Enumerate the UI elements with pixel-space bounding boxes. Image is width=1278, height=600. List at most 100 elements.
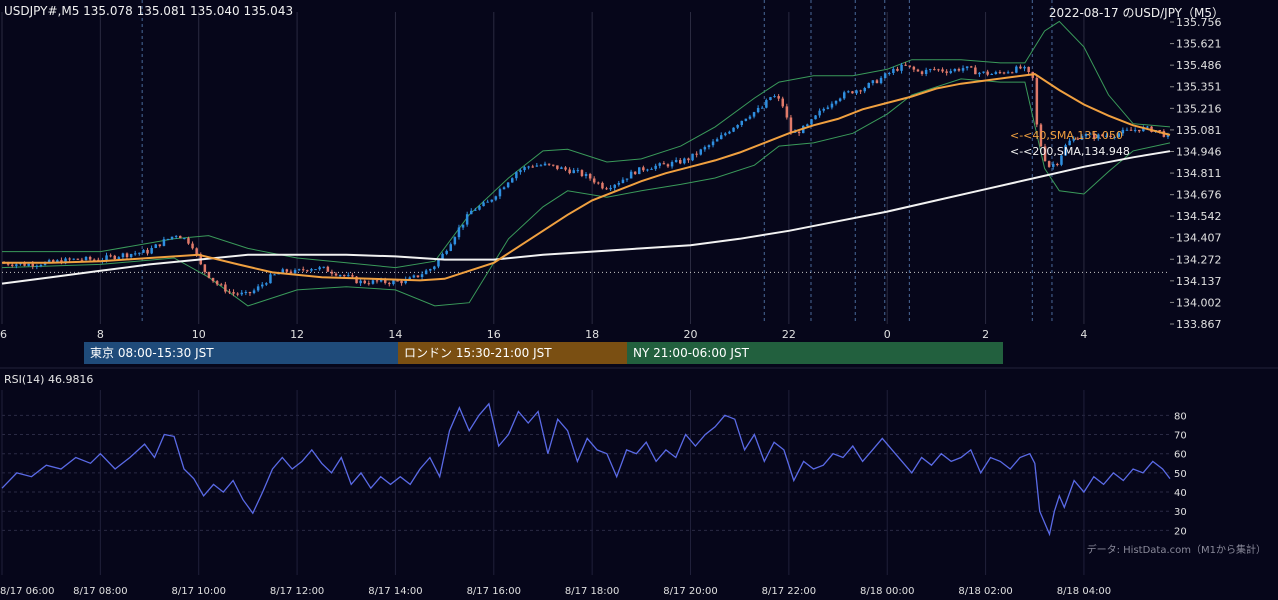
candle-body	[113, 255, 116, 259]
time-tick-label: 8/17 16:00	[467, 586, 521, 597]
candle-body	[834, 100, 838, 104]
candle-body	[732, 127, 735, 132]
candle-body	[392, 280, 395, 285]
candle-body	[523, 167, 526, 171]
candle-body	[552, 164, 555, 166]
candle-body	[322, 266, 325, 268]
candle-body	[433, 266, 436, 270]
candle-body	[412, 275, 416, 278]
time-tick-label: 8/17 06:00	[0, 586, 54, 597]
candle-body	[970, 66, 973, 68]
candle-body	[384, 279, 387, 283]
time-tick-label: 8/17 22:00	[762, 586, 816, 597]
candle-body	[224, 284, 227, 292]
candle-body	[711, 141, 715, 146]
candle-body	[494, 196, 498, 200]
candle-body	[207, 271, 211, 278]
candle-body	[338, 275, 342, 277]
candle-body	[625, 178, 629, 180]
candle-body	[601, 182, 604, 189]
candle-body	[883, 73, 887, 78]
candle-body	[1097, 134, 1100, 139]
candle-body	[515, 172, 518, 179]
time-tick-label: 8/17 18:00	[565, 586, 619, 597]
candle-body	[1080, 136, 1084, 140]
price-axis: 135.756 135.621 135.486 135.351 135.216 135.0…	[1170, 16, 1222, 331]
candle-body	[1138, 129, 1141, 132]
candle-body	[797, 131, 801, 134]
candle-body	[404, 279, 407, 284]
candle-body	[859, 90, 862, 92]
candle-body	[679, 160, 682, 164]
candle-body	[23, 263, 26, 266]
candle-body	[375, 280, 379, 282]
candle-body	[838, 98, 842, 101]
candle-body	[343, 275, 346, 277]
candle-body	[728, 131, 731, 134]
candle-body	[125, 253, 129, 257]
candle-body	[547, 163, 551, 165]
candle-body	[68, 258, 71, 260]
candle-body	[1129, 129, 1133, 131]
candle-body	[998, 72, 1002, 74]
candle-body	[633, 171, 637, 175]
candle-body	[752, 112, 756, 117]
candle-body	[605, 188, 608, 190]
candle-body	[945, 71, 948, 73]
session-london: ロンドン 15:30-21:00 JST	[398, 342, 627, 364]
candle-body	[744, 118, 748, 121]
candle-body	[474, 209, 477, 211]
candle-body	[621, 179, 625, 184]
candle-body	[687, 158, 690, 161]
candle-body	[736, 125, 739, 128]
candle-body	[134, 253, 137, 255]
candle-body	[236, 293, 239, 295]
candle-body	[400, 280, 403, 284]
rsi-series-line	[1, 402, 1171, 537]
candle-body	[707, 145, 711, 148]
candle-body	[220, 284, 223, 286]
candle-body	[1035, 77, 1039, 125]
candle-body	[215, 281, 219, 285]
candle-body	[232, 292, 235, 294]
candle-body	[658, 163, 661, 166]
rsi-label: RSI(14) 46.9816	[4, 373, 94, 386]
candle-body	[1006, 72, 1010, 74]
candle-body	[756, 108, 760, 113]
candle-body	[560, 167, 563, 169]
candle-body	[506, 182, 510, 188]
candle-body	[27, 263, 30, 266]
sma40-line	[2, 73, 1171, 282]
candle-body	[461, 224, 465, 228]
candle-body	[1060, 155, 1063, 165]
hour-tick-label: 16	[487, 328, 501, 341]
candle-body	[715, 139, 719, 142]
candle-body	[359, 280, 362, 284]
candle-body	[916, 69, 920, 72]
candle-body	[629, 171, 633, 179]
time-tick-label: 8/17 10:00	[171, 586, 225, 597]
candle-body	[691, 153, 694, 161]
candle-body	[170, 236, 174, 239]
candle-body	[449, 244, 452, 251]
time-tick-label: 8/18 00:00	[860, 586, 914, 597]
candle-body	[957, 69, 961, 71]
candle-body	[986, 71, 989, 75]
candle-body	[93, 259, 96, 261]
candle-body	[769, 97, 772, 100]
sma200-line	[1, 150, 1171, 285]
candle-body	[593, 178, 596, 183]
candle-body	[129, 254, 133, 257]
hour-tick-label: 20	[684, 328, 698, 341]
candle-body	[47, 260, 51, 263]
candle-body	[781, 98, 784, 107]
rsi-tick-label: 30	[1174, 507, 1187, 518]
candle-body	[1064, 145, 1067, 156]
candle-body	[1133, 129, 1137, 131]
candle-body	[56, 260, 59, 262]
hour-tick-label: 6	[0, 328, 7, 341]
candle-body	[1084, 134, 1088, 137]
candle-body	[683, 158, 686, 164]
candle-body	[900, 64, 903, 71]
candle-body	[1027, 66, 1030, 72]
